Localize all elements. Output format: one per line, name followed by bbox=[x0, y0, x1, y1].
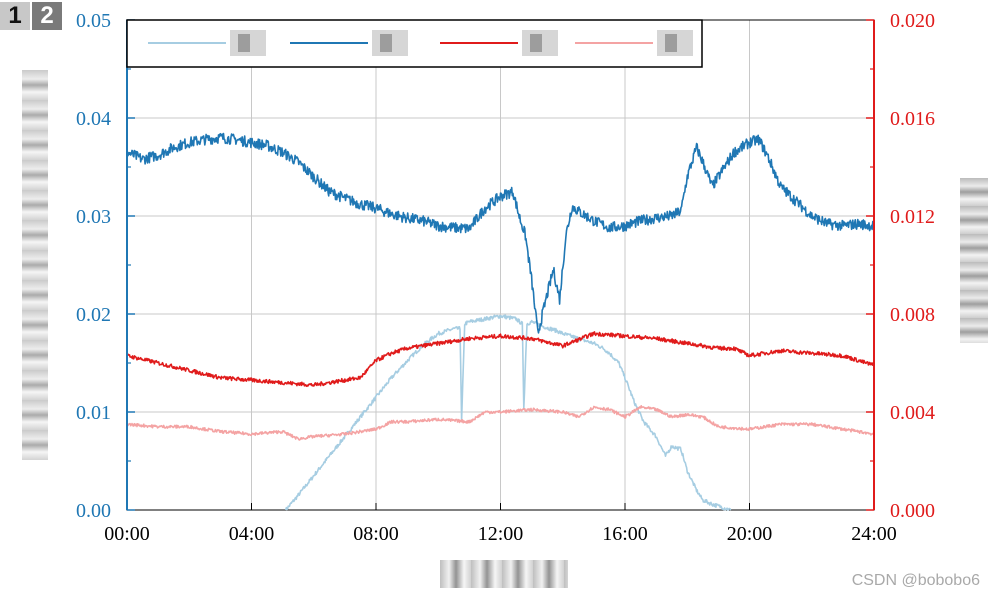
left-y-tick-label: 0.01 bbox=[76, 402, 111, 424]
series-line-4 bbox=[126, 405, 875, 441]
legend-label-obscured-detail-3 bbox=[530, 34, 542, 52]
series-line-1 bbox=[284, 314, 732, 511]
grid-lines bbox=[127, 20, 874, 510]
right-y-tick-label: 0.004 bbox=[890, 402, 935, 424]
legend bbox=[126, 19, 703, 68]
legend-label-obscured-detail-4 bbox=[665, 34, 677, 52]
obscured-right-axis-label bbox=[960, 178, 988, 343]
x-tick-label: 20:00 bbox=[727, 523, 773, 545]
left-y-tick-label: 0.05 bbox=[76, 10, 111, 32]
series-line-3 bbox=[126, 331, 875, 388]
obscured-left-axis-label bbox=[22, 70, 48, 460]
x-tick-label: 16:00 bbox=[602, 523, 648, 545]
left-y-tick-label: 0.04 bbox=[76, 108, 111, 130]
x-tick-label: 08:00 bbox=[353, 523, 399, 545]
x-tick-label: 12:00 bbox=[478, 523, 524, 545]
left-y-tick-label: 0.00 bbox=[76, 500, 111, 522]
right-y-tick-label: 0.008 bbox=[890, 304, 935, 326]
right-y-tick-label: 0.000 bbox=[890, 500, 935, 522]
obscured-x-axis-label bbox=[440, 560, 568, 588]
x-tick-label: 00:00 bbox=[104, 523, 150, 545]
figure-number-badge-2: 2 bbox=[32, 2, 62, 30]
x-tick-label: 04:00 bbox=[229, 523, 275, 545]
series-layer bbox=[126, 132, 875, 511]
x-tick-label: 24:00 bbox=[851, 523, 897, 545]
right-y-tick-label: 0.016 bbox=[890, 108, 935, 130]
right-y-tick-label: 0.020 bbox=[890, 10, 935, 32]
watermark-text: CSDN @bobobo6 bbox=[851, 572, 980, 589]
series-line-2 bbox=[126, 132, 875, 334]
legend-label-obscured-detail-2 bbox=[380, 34, 392, 52]
legend-label-obscured-detail-1 bbox=[238, 34, 250, 52]
axes: 00:00 04:00 08:00 12:00 16:00 20:00 24:000.000… bbox=[76, 10, 935, 545]
figure-number-badge-1: 1 bbox=[0, 2, 30, 30]
left-y-tick-label: 0.03 bbox=[76, 206, 111, 228]
right-y-tick-label: 0.012 bbox=[890, 206, 935, 228]
left-y-tick-label: 0.02 bbox=[76, 304, 111, 326]
